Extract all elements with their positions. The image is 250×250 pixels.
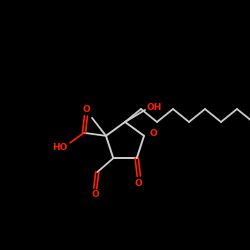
Text: OH: OH bbox=[146, 104, 162, 112]
Text: O: O bbox=[91, 190, 99, 199]
Text: O: O bbox=[135, 179, 143, 188]
Text: O: O bbox=[149, 129, 157, 138]
Text: HO: HO bbox=[52, 143, 68, 152]
Text: O: O bbox=[82, 105, 90, 114]
